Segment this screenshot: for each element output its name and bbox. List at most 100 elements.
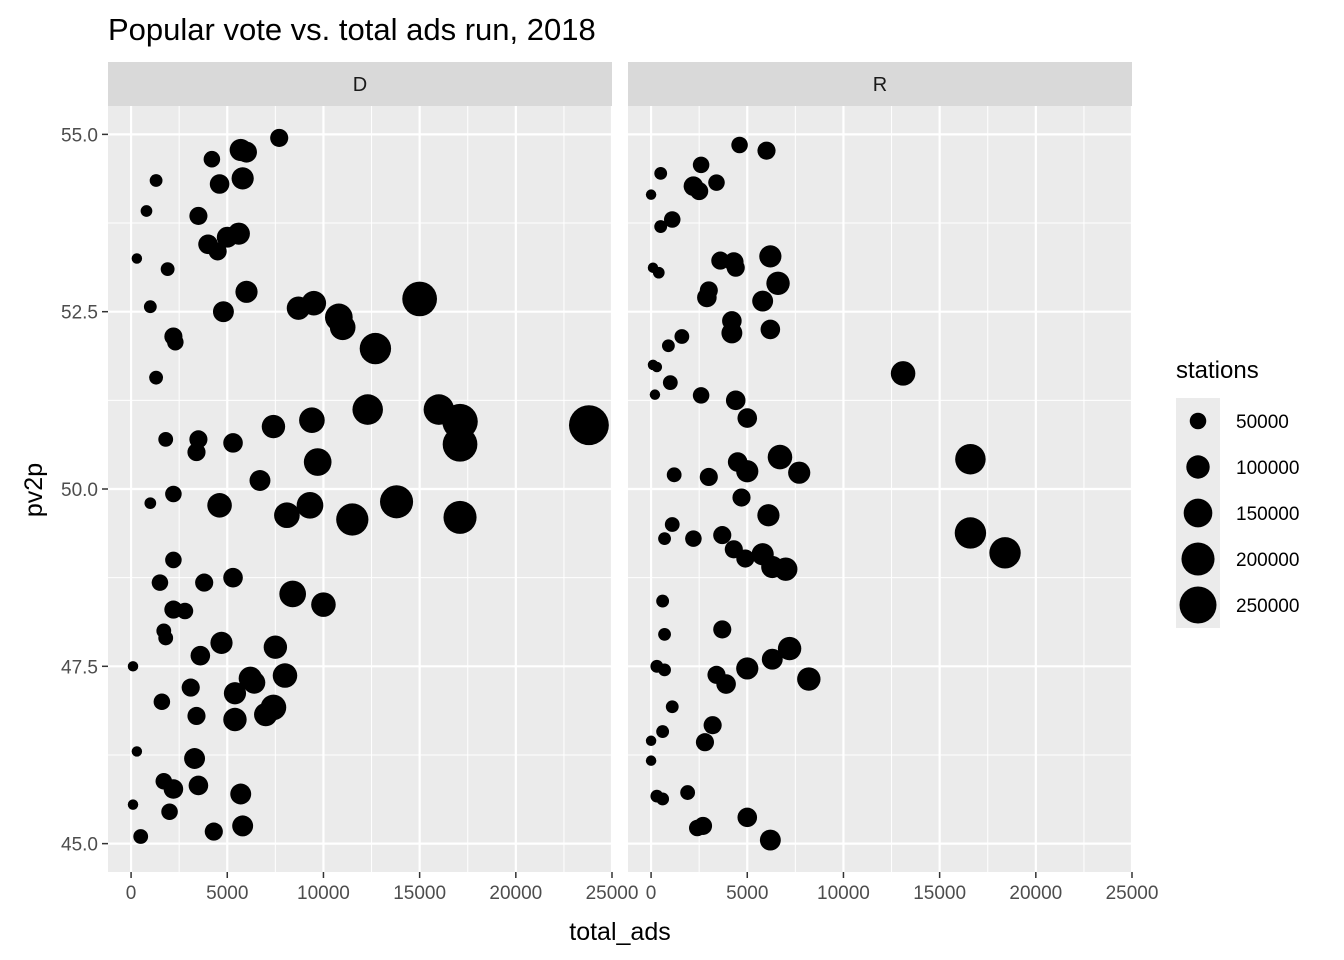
- legend-title: stations: [1176, 357, 1259, 384]
- data-point: [254, 702, 278, 727]
- data-point: [649, 389, 661, 400]
- legend-label: 150000: [1236, 504, 1299, 525]
- data-point: [311, 592, 336, 617]
- data-point: [296, 491, 324, 519]
- data-point: [195, 573, 214, 592]
- data-point: [656, 725, 670, 738]
- data-point: [656, 792, 670, 806]
- data-point: [658, 532, 671, 546]
- x-tick-label: 5000: [726, 883, 768, 904]
- data-point: [336, 503, 369, 536]
- data-point: [680, 785, 696, 800]
- data-point: [249, 470, 271, 491]
- y-tick-label: 47.5: [61, 657, 98, 678]
- data-point: [274, 502, 300, 529]
- x-tick-label: 20000: [489, 883, 542, 904]
- data-point: [674, 329, 690, 344]
- data-point: [665, 700, 679, 714]
- data-point: [235, 280, 258, 303]
- data-point: [692, 156, 710, 174]
- data-point: [695, 733, 715, 752]
- facet-panels: D 0 5000 10000 15000 20000 25000 R 0 5000 10000 150…: [108, 62, 1158, 904]
- data-point: [726, 258, 745, 277]
- data-point: [151, 574, 169, 591]
- data-point: [568, 405, 609, 446]
- data-point: [645, 189, 657, 200]
- data-point: [767, 444, 793, 470]
- data-point: [757, 504, 780, 527]
- data-point: [708, 174, 725, 191]
- data-point: [645, 735, 657, 747]
- data-point: [167, 333, 184, 351]
- data-point: [204, 822, 223, 841]
- data-point: [163, 779, 184, 799]
- data-point: [759, 829, 781, 851]
- data-point: [661, 339, 675, 353]
- data-point: [688, 819, 706, 837]
- data-point: [752, 290, 774, 312]
- legend-key: [1189, 412, 1207, 430]
- x-axis-title: total_ads: [569, 918, 670, 946]
- data-point: [954, 517, 987, 549]
- data-point: [210, 631, 233, 655]
- data-point: [303, 448, 332, 476]
- data-point: [161, 803, 178, 820]
- x-tick-label: 15000: [913, 883, 966, 904]
- data-point: [666, 467, 682, 483]
- legend-key: [1186, 455, 1210, 479]
- data-point: [158, 431, 174, 447]
- data-point: [890, 361, 916, 386]
- legend-label: 200000: [1236, 550, 1299, 571]
- data-point: [158, 630, 174, 646]
- x-tick-label: 5000: [206, 883, 248, 904]
- data-point: [736, 549, 755, 568]
- data-point: [144, 497, 157, 510]
- data-point: [663, 211, 681, 228]
- data-point: [203, 150, 221, 168]
- data-point: [165, 485, 182, 503]
- data-point: [230, 783, 252, 805]
- data-point: [651, 361, 663, 373]
- y-tick-label: 45.0: [61, 835, 98, 856]
- data-point: [208, 242, 227, 261]
- x-tick-label: 25000: [1106, 883, 1159, 904]
- data-point: [261, 414, 286, 439]
- data-point: [725, 390, 746, 411]
- x-tick-label: 0: [126, 883, 137, 904]
- data-point: [189, 206, 208, 225]
- data-point: [223, 433, 243, 453]
- data-point: [133, 829, 149, 844]
- data-point: [352, 394, 383, 425]
- data-point: [149, 174, 163, 187]
- facet-strip-label: R: [873, 74, 887, 96]
- data-point: [143, 300, 157, 314]
- facet-strip: [108, 62, 612, 106]
- y-tick-label: 52.5: [61, 303, 98, 324]
- data-point: [713, 526, 732, 545]
- x-tick-label: 25000: [586, 883, 639, 904]
- data-point: [721, 322, 743, 344]
- data-point: [654, 166, 668, 180]
- data-point: [301, 290, 327, 316]
- data-point: [127, 799, 139, 810]
- size-legend: stations 50000 100000 150000 200000 250000: [1176, 357, 1299, 628]
- data-point: [656, 594, 670, 608]
- data-point: [443, 500, 477, 534]
- data-point: [737, 807, 758, 828]
- data-point: [380, 485, 414, 519]
- data-point: [131, 746, 143, 757]
- data-point: [737, 408, 758, 428]
- legend-label: 250000: [1236, 596, 1299, 617]
- data-point: [187, 443, 206, 462]
- data-point: [658, 627, 671, 641]
- data-point: [713, 620, 732, 639]
- x-tick-label: 15000: [393, 883, 446, 904]
- data-point: [212, 301, 234, 323]
- data-point: [652, 266, 665, 279]
- data-point: [207, 493, 232, 518]
- data-point: [736, 460, 759, 483]
- data-point: [131, 253, 143, 264]
- legend-label: 50000: [1236, 412, 1289, 433]
- y-axis: 45.0 47.5 50.0 52.5 55.0: [61, 125, 108, 856]
